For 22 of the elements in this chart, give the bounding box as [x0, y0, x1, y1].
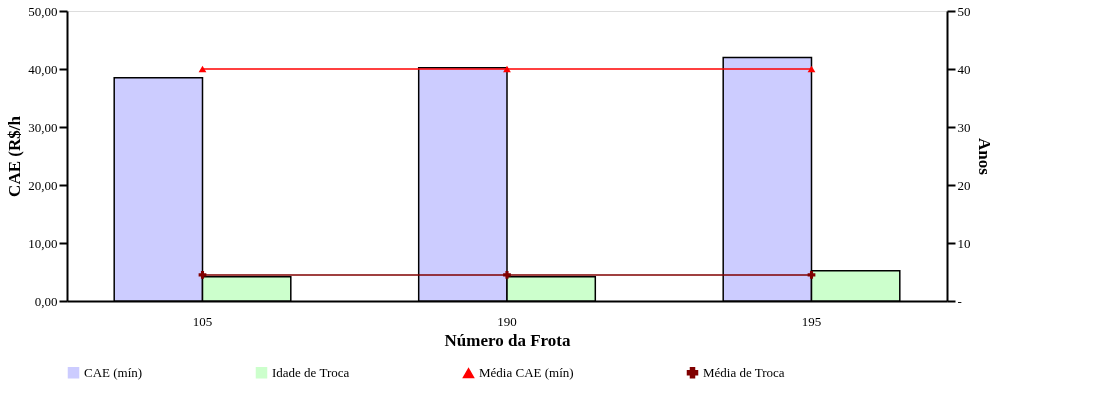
- y2-tick-label: 30: [957, 119, 971, 135]
- y2-tick-label: 20: [957, 177, 971, 193]
- x-tick-label: 195: [801, 313, 822, 329]
- x-tick-label: 190: [497, 313, 517, 329]
- y2-tick-label: 10: [957, 235, 971, 251]
- y-tick-label: 10,00: [28, 235, 58, 251]
- y-tick-label: 50,00: [28, 3, 58, 19]
- legend-label: Idade de Troca: [272, 364, 350, 380]
- legend-label: CAE (mín): [84, 364, 143, 380]
- x-tick-label: 105: [192, 313, 213, 329]
- y-tick-label: 20,00: [28, 177, 58, 193]
- x-axis-title: Número da Frota: [444, 330, 571, 350]
- legend-label: Média CAE (mín): [479, 365, 574, 381]
- y2-tick-label: 40: [957, 61, 971, 77]
- y-tick-label: 40,00: [28, 61, 58, 77]
- legend-label: Média de Troca: [703, 364, 785, 380]
- y2-axis-title: Anos: [974, 138, 994, 176]
- y2-tick-label: 50: [957, 3, 971, 19]
- y-tick-label: 30,00: [28, 119, 58, 135]
- y-tick-label: 0,00: [34, 293, 58, 309]
- y-axis-title: CAE (R$/h: [5, 115, 25, 197]
- y2-tick-label: -: [957, 293, 962, 309]
